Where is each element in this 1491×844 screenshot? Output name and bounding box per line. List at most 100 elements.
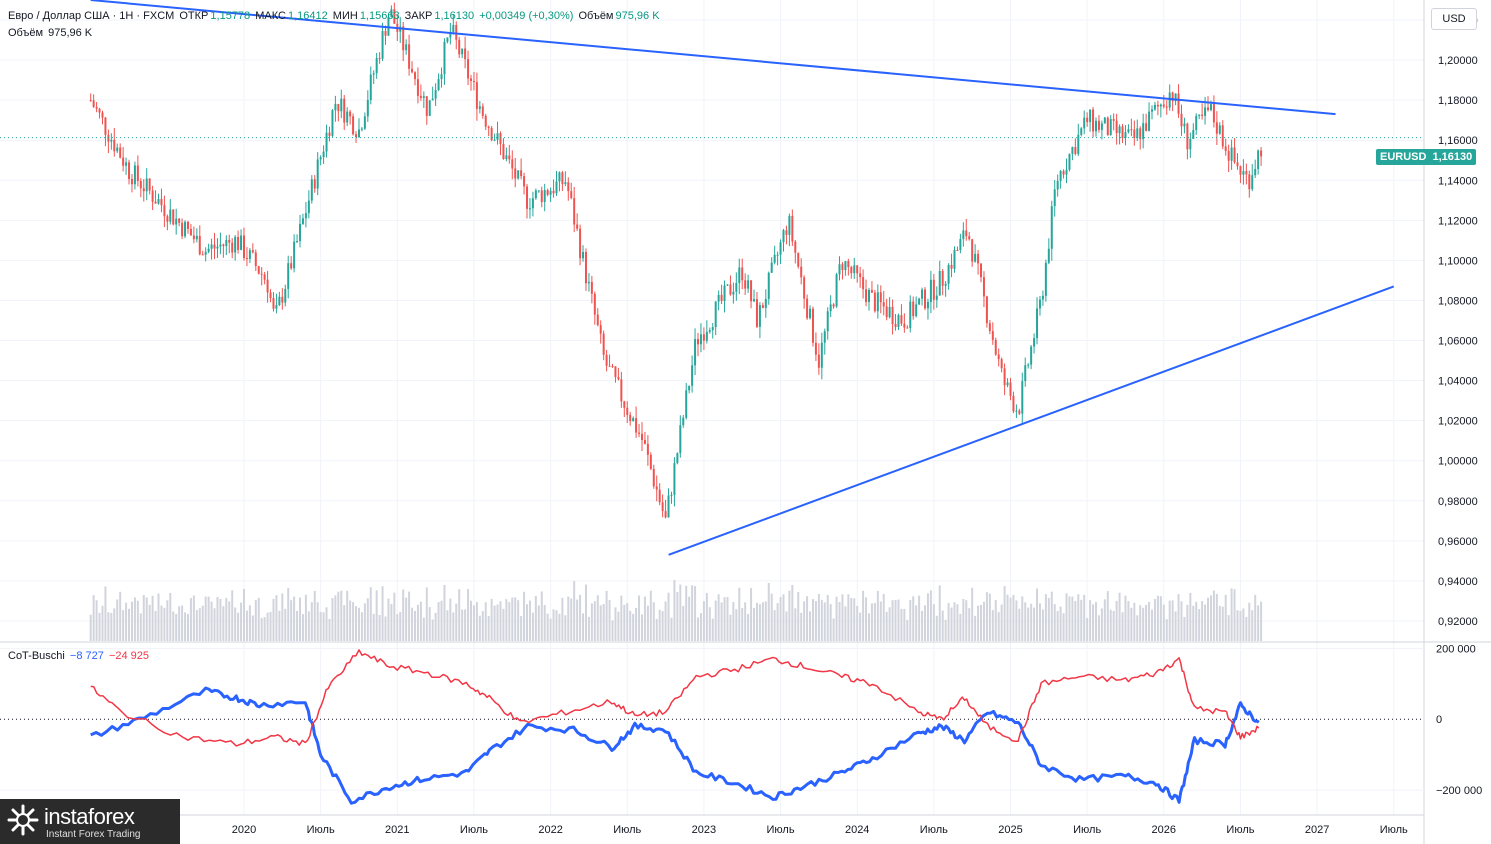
volume-bar [735, 609, 738, 641]
candle-body [402, 26, 405, 51]
volume-bar [1159, 596, 1162, 641]
volume-bar [994, 600, 997, 641]
volume-bar [534, 595, 537, 641]
volume-bar [472, 605, 475, 641]
volume-bar [419, 601, 422, 641]
candle-body [856, 265, 859, 274]
volume-bar [490, 598, 493, 641]
trendline [90, 0, 1336, 116]
time-tick-label: Июль [767, 824, 795, 836]
candle-body [632, 418, 635, 422]
candle-body [711, 327, 714, 331]
candle-body [346, 111, 349, 123]
candle-body [299, 223, 302, 242]
time-tick-label: Июль [1073, 824, 1101, 836]
candle-body [747, 280, 750, 289]
volume-bar [422, 617, 425, 641]
candle-body [122, 157, 125, 166]
volume-bar [564, 615, 567, 641]
volume-bar [959, 613, 962, 641]
candle-body [655, 486, 658, 490]
currency-button[interactable]: USD [1431, 8, 1477, 30]
volume-bar [116, 599, 119, 641]
candle-body [198, 235, 201, 255]
candle-body [416, 79, 419, 96]
volume-bar [629, 610, 632, 641]
volume-bar [885, 611, 888, 641]
volume-bar [1050, 591, 1053, 641]
candle-body [614, 366, 617, 377]
candle-body [189, 228, 192, 236]
volume-bar [499, 601, 502, 641]
candle-body [130, 179, 133, 185]
candle-body [640, 433, 643, 440]
volume-bar [1118, 592, 1121, 641]
volume-bar [387, 598, 390, 641]
volume-bar [1030, 603, 1033, 641]
candle-body [726, 284, 729, 286]
candle-body [764, 298, 767, 309]
volume-bar [1041, 609, 1044, 641]
candle-body [107, 134, 110, 142]
candle-body [1224, 146, 1227, 152]
candle-body [1133, 129, 1136, 138]
candle-body [1165, 106, 1168, 108]
candle-body [838, 264, 841, 275]
volume-legend: Объём 975,96 K [8, 27, 94, 39]
volume-bar [440, 600, 443, 641]
candle-body [125, 162, 128, 166]
volume-bar [1251, 610, 1254, 641]
candle-body [119, 147, 122, 158]
volume-bar [776, 603, 779, 641]
grid-lines [0, 0, 1424, 815]
candle-body [337, 103, 340, 112]
candle-body [1127, 129, 1130, 133]
candle-body [649, 454, 652, 469]
volume-bar [750, 588, 753, 641]
candle-body [1003, 368, 1006, 386]
candle-body [909, 301, 912, 329]
volume-bar [151, 595, 154, 641]
volume-bar [1009, 597, 1012, 641]
candle-body [1053, 189, 1056, 207]
candle-body [965, 230, 968, 237]
candle-body [425, 96, 428, 116]
volume-bar [470, 600, 473, 641]
volume-bar [867, 613, 870, 641]
volume-bar [484, 602, 487, 641]
volume-bar [254, 600, 257, 641]
volume-bar [340, 590, 343, 641]
candle-body [974, 253, 977, 262]
candle-body [611, 366, 614, 368]
candle-body [761, 305, 764, 309]
volume-bar [1230, 588, 1233, 641]
volume-bar [555, 610, 558, 641]
candle-body [1209, 104, 1212, 111]
volume-bar [411, 607, 414, 641]
candle-body [829, 304, 832, 312]
volume-bar [897, 599, 900, 641]
candle-body [891, 306, 894, 324]
volume-bar [617, 611, 620, 641]
volume-bar [694, 586, 697, 641]
candle-body [157, 199, 160, 204]
volume-bar [461, 609, 464, 641]
volume-bar [343, 605, 346, 641]
candle-body [520, 170, 523, 177]
candle-body [794, 241, 797, 253]
volume-bar [596, 595, 599, 641]
candle-body [1257, 150, 1260, 170]
volume-bar [1092, 604, 1095, 641]
volume-bar [213, 608, 216, 641]
time-tick-label: Июль [307, 824, 335, 836]
volume-bar [1209, 595, 1212, 641]
candle-body [729, 284, 732, 295]
open-label: ОТКР [179, 10, 209, 22]
candle-body [1115, 120, 1118, 134]
volume-bar [714, 600, 717, 641]
price-axis: 1,220001,200001,180001,160001,140001,120… [1438, 15, 1478, 628]
volume-bar [154, 610, 157, 641]
volume-bar [1038, 603, 1041, 641]
candle-body [181, 222, 184, 237]
